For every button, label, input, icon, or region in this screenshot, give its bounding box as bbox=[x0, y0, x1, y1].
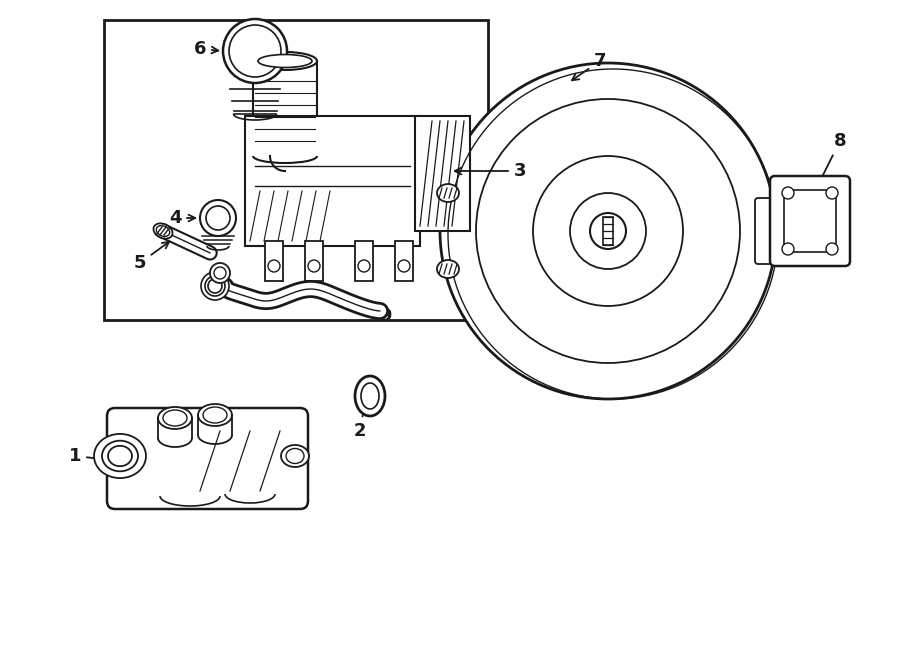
Ellipse shape bbox=[437, 260, 459, 278]
Circle shape bbox=[308, 260, 320, 272]
Text: 4: 4 bbox=[169, 209, 195, 227]
Circle shape bbox=[229, 25, 281, 77]
Ellipse shape bbox=[437, 184, 459, 202]
Text: 3: 3 bbox=[454, 162, 526, 180]
Text: 8: 8 bbox=[812, 132, 846, 197]
Circle shape bbox=[398, 260, 410, 272]
Circle shape bbox=[826, 187, 838, 199]
Ellipse shape bbox=[102, 441, 138, 471]
Ellipse shape bbox=[154, 223, 173, 239]
Circle shape bbox=[782, 187, 794, 199]
Bar bbox=[395, 241, 413, 281]
Text: 6: 6 bbox=[194, 40, 218, 58]
Circle shape bbox=[208, 279, 222, 293]
Bar bbox=[603, 217, 613, 245]
Text: 5: 5 bbox=[134, 242, 169, 272]
Bar bbox=[245, 116, 420, 246]
Text: 2: 2 bbox=[354, 379, 372, 440]
Ellipse shape bbox=[94, 434, 146, 478]
Text: 1: 1 bbox=[68, 447, 115, 465]
Text: 9: 9 bbox=[310, 283, 392, 325]
Bar bbox=[104, 20, 488, 320]
FancyBboxPatch shape bbox=[770, 176, 850, 266]
FancyBboxPatch shape bbox=[784, 190, 836, 252]
Circle shape bbox=[590, 213, 626, 249]
Bar bbox=[415, 116, 470, 231]
Circle shape bbox=[358, 260, 370, 272]
Bar bbox=[265, 241, 283, 281]
Ellipse shape bbox=[253, 52, 317, 70]
Ellipse shape bbox=[157, 225, 170, 237]
Circle shape bbox=[206, 206, 230, 230]
Circle shape bbox=[440, 63, 776, 399]
Circle shape bbox=[223, 19, 287, 83]
Ellipse shape bbox=[198, 404, 232, 426]
Circle shape bbox=[782, 243, 794, 255]
Circle shape bbox=[268, 260, 280, 272]
Ellipse shape bbox=[355, 376, 385, 416]
Ellipse shape bbox=[361, 383, 379, 409]
Circle shape bbox=[826, 243, 838, 255]
Ellipse shape bbox=[281, 445, 309, 467]
Ellipse shape bbox=[158, 407, 192, 429]
Bar bbox=[305, 241, 323, 281]
Ellipse shape bbox=[108, 446, 132, 466]
Circle shape bbox=[201, 272, 229, 300]
Ellipse shape bbox=[258, 54, 312, 67]
Ellipse shape bbox=[163, 410, 187, 426]
Circle shape bbox=[214, 267, 226, 279]
Circle shape bbox=[205, 276, 225, 296]
FancyBboxPatch shape bbox=[755, 198, 791, 264]
Bar bbox=[355, 241, 373, 281]
Ellipse shape bbox=[203, 407, 227, 423]
Circle shape bbox=[200, 200, 236, 236]
Ellipse shape bbox=[286, 449, 304, 463]
FancyBboxPatch shape bbox=[107, 408, 308, 509]
Text: 7: 7 bbox=[572, 52, 607, 80]
Circle shape bbox=[210, 263, 230, 283]
